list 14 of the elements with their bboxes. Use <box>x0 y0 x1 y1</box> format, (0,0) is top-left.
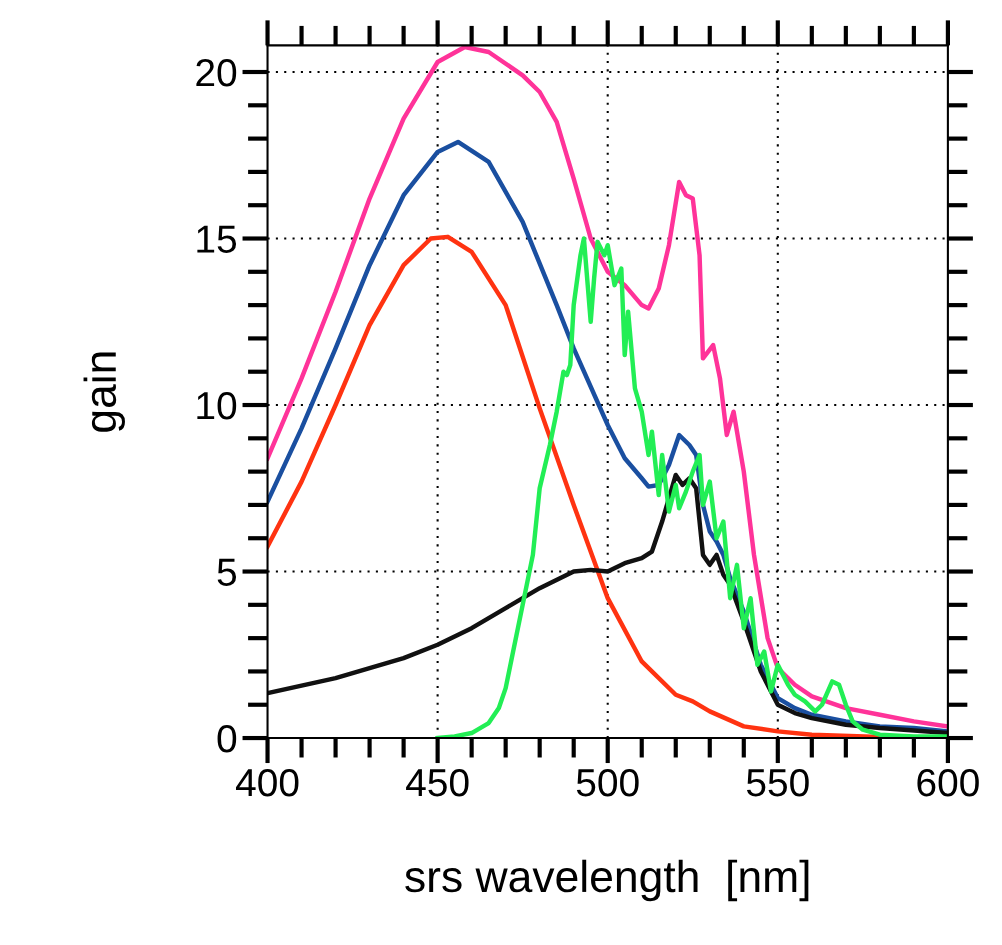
y-axis-title: gain <box>83 352 125 432</box>
line-series <box>435 236 948 739</box>
x-tick-label: 400 <box>235 768 299 797</box>
x-tick-label: 450 <box>406 768 469 797</box>
y-tick-label: 15 <box>197 225 237 253</box>
x-tick-label: 500 <box>576 768 639 797</box>
y-tick-label: 0 <box>217 724 237 753</box>
y-tick-label: 10 <box>197 391 237 420</box>
line-series <box>267 472 948 736</box>
x-axis-title: srs wavelength [nm] <box>405 859 809 902</box>
x-tick-label: 600 <box>917 768 979 797</box>
y-tick-label: 5 <box>217 558 237 587</box>
x-tick-label: 550 <box>746 768 809 797</box>
y-tick-label: 20 <box>196 58 237 87</box>
